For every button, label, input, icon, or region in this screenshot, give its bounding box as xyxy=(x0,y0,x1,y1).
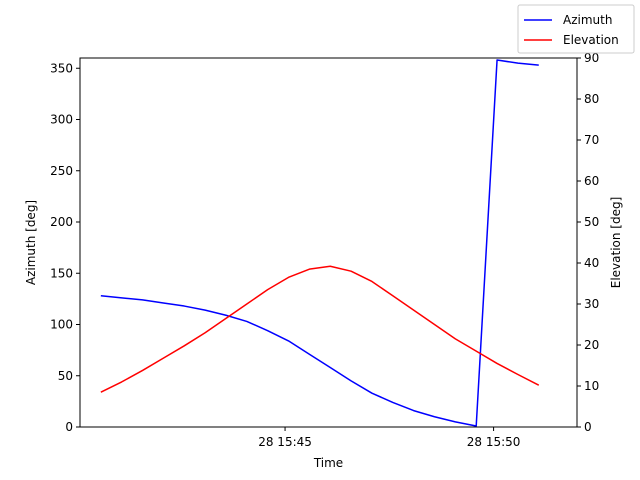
y-right-tick-label: 40 xyxy=(584,256,599,270)
series-line-elevation xyxy=(100,265,540,393)
y-right-tick-label: 50 xyxy=(584,215,599,229)
y-axis-right-label: Elevation [deg] xyxy=(609,197,623,289)
series-line-azimuth xyxy=(100,59,539,427)
x-axis-label: Time xyxy=(313,456,343,470)
y-right-tick-label: 20 xyxy=(584,338,599,352)
legend-box xyxy=(517,4,635,54)
y-right-tick-label: 60 xyxy=(584,174,599,188)
x-tick-label: 28 15:45 xyxy=(258,435,312,449)
legend-label-elevation: Elevation xyxy=(563,33,619,47)
y-left-tick-label: 100 xyxy=(50,318,73,332)
y-right-tick-label: 70 xyxy=(584,133,599,147)
y-left-tick-label: 250 xyxy=(50,164,73,178)
y-axis-left: 0 50 100 150 200 250 300 350 xyxy=(50,61,80,434)
y-right-tick-label: 0 xyxy=(584,420,592,434)
x-tick-label: 28 15:50 xyxy=(467,435,521,449)
legend-label-azimuth: Azimuth xyxy=(563,13,612,27)
y-axis-right: 0 10 20 30 40 50 60 70 80 90 xyxy=(577,51,599,434)
y-axis-left-label: Azimuth [deg] xyxy=(24,200,38,285)
y-left-tick-label: 300 xyxy=(50,113,73,127)
y-left-tick-label: 350 xyxy=(50,61,73,75)
y-left-tick-label: 200 xyxy=(50,215,73,229)
y-left-tick-label: 50 xyxy=(58,369,73,383)
series-layer xyxy=(100,59,540,427)
y-right-tick-label: 80 xyxy=(584,92,599,106)
y-right-tick-label: 10 xyxy=(584,379,599,393)
y-right-tick-label: 90 xyxy=(584,51,599,65)
legend: Azimuth Elevation xyxy=(517,4,635,54)
y-left-tick-label: 150 xyxy=(50,266,73,280)
x-axis: 28 15:45 28 15:50 xyxy=(258,427,520,449)
y-right-tick-label: 30 xyxy=(584,297,599,311)
y-left-tick-label: 0 xyxy=(65,420,73,434)
plot-frame xyxy=(79,57,578,428)
